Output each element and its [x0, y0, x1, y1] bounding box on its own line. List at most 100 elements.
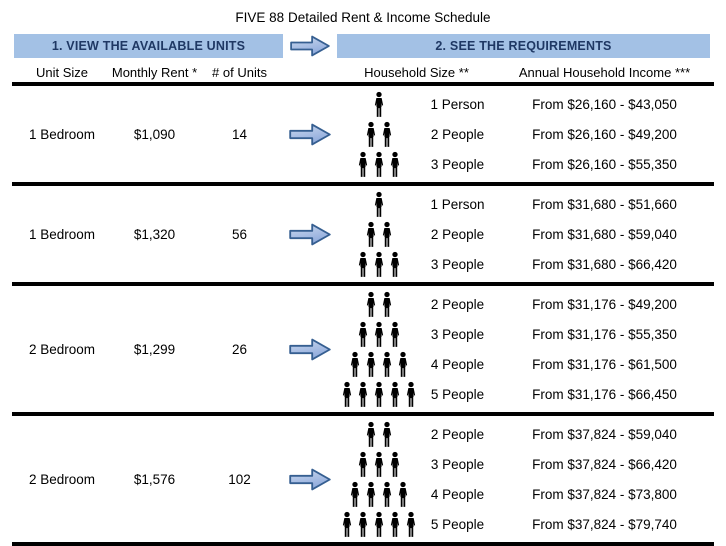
- person-icon: [356, 151, 370, 179]
- household-lines: 2 People From $31,176 - $49,200 3 People…: [338, 289, 714, 409]
- person-icon: [340, 511, 354, 539]
- household-line: 2 People From $31,680 - $59,040: [338, 219, 714, 249]
- person-icon: [388, 451, 402, 479]
- col-header-unit-size: Unit Size: [35, 65, 89, 80]
- monthly-rent-cell: $1,090: [133, 126, 176, 142]
- income-range: From $31,176 - $49,200: [532, 296, 677, 312]
- person-icons: [338, 379, 420, 409]
- table-row: 2 Bedroom $1,299 26 2 People From $31,17…: [12, 286, 714, 416]
- household-line: 1 Person From $31,680 - $51,660: [338, 189, 714, 219]
- income-range: From $31,176 - $61,500: [532, 356, 677, 372]
- unit-size-cell: 2 Bedroom: [28, 471, 96, 487]
- table-row: 1 Bedroom $1,320 56 1 Person From $31,68…: [12, 186, 714, 286]
- person-icons: [338, 419, 420, 449]
- monthly-rent-cell: $1,320: [133, 226, 176, 242]
- person-icon: [356, 451, 370, 479]
- person-icons: [338, 149, 420, 179]
- person-icon: [388, 511, 402, 539]
- person-icon: [380, 121, 394, 149]
- household-size-label: 5 People: [430, 386, 485, 402]
- household-line: 2 People From $31,176 - $49,200: [338, 289, 714, 319]
- unit-size-cell: 2 Bedroom: [28, 341, 96, 357]
- person-icon: [372, 91, 386, 119]
- person-icons: [338, 319, 420, 349]
- col-header-num-units: # of Units: [212, 65, 267, 80]
- table-body: 1 Bedroom $1,090 14 1 Person From $26,16…: [0, 86, 726, 546]
- person-icon: [388, 381, 402, 409]
- household-size-label: 2 People: [430, 296, 485, 312]
- monthly-rent-cell: $1,299: [133, 341, 176, 357]
- person-icon: [380, 421, 394, 449]
- income-range: From $31,680 - $51,660: [532, 196, 677, 212]
- step2-bar: 2. SEE THE REQUIREMENTS: [337, 34, 710, 58]
- household-lines: 1 Person From $31,680 - $51,660 2 People…: [338, 189, 714, 279]
- person-icon: [396, 481, 410, 509]
- steps-header: 1. VIEW THE AVAILABLE UNITS 2. SEE THE R…: [0, 34, 726, 58]
- person-icon: [364, 221, 378, 249]
- col-header-annual-income: Annual Household Income ***: [518, 65, 691, 80]
- income-range: From $31,680 - $66,420: [532, 256, 677, 272]
- household-line: 3 People From $26,160 - $55,350: [338, 149, 714, 179]
- person-icon: [380, 221, 394, 249]
- person-icons: [338, 479, 420, 509]
- step-arrow-wrap: [283, 34, 337, 58]
- income-range: From $37,824 - $66,420: [532, 456, 677, 472]
- person-icon: [372, 251, 386, 279]
- unit-size-cell: 1 Bedroom: [28, 126, 96, 142]
- person-icon: [356, 321, 370, 349]
- col-header-household-size: Household Size **: [364, 65, 469, 80]
- household-size-label: 4 People: [430, 486, 485, 502]
- person-icon: [348, 481, 362, 509]
- household-line: 5 People From $37,824 - $79,740: [338, 509, 714, 539]
- income-range: From $31,176 - $66,450: [532, 386, 677, 402]
- person-icon: [340, 381, 354, 409]
- household-lines: 1 Person From $26,160 - $43,050 2 People…: [338, 89, 714, 179]
- household-size-label: 2 People: [430, 226, 485, 242]
- right-arrow-icon: [289, 338, 331, 360]
- num-units-cell: 56: [231, 226, 248, 242]
- household-size-label: 2 People: [430, 426, 485, 442]
- table-row: 1 Bedroom $1,090 14 1 Person From $26,16…: [12, 86, 714, 186]
- person-icon: [372, 191, 386, 219]
- person-icons: [338, 509, 420, 539]
- person-icon: [356, 251, 370, 279]
- person-icon: [372, 511, 386, 539]
- person-icon: [364, 421, 378, 449]
- right-arrow-icon: [289, 223, 331, 245]
- household-line: 2 People From $26,160 - $49,200: [338, 119, 714, 149]
- household-line: 3 People From $31,176 - $55,350: [338, 319, 714, 349]
- person-icon: [388, 321, 402, 349]
- row-arrow-cell: [282, 419, 338, 539]
- household-line: 4 People From $37,824 - $73,800: [338, 479, 714, 509]
- right-arrow-icon: [289, 468, 331, 490]
- person-icons: [338, 289, 420, 319]
- person-icons: [338, 189, 420, 219]
- household-line: 2 People From $37,824 - $59,040: [338, 419, 714, 449]
- person-icon: [364, 121, 378, 149]
- person-icon: [388, 251, 402, 279]
- column-headers: Unit Size Monthly Rent * # of Units Hous…: [12, 63, 714, 86]
- row-arrow-cell: [282, 189, 338, 279]
- income-range: From $26,160 - $43,050: [532, 96, 677, 112]
- income-range: From $31,680 - $59,040: [532, 226, 677, 242]
- household-line: 3 People From $37,824 - $66,420: [338, 449, 714, 479]
- household-line: 5 People From $31,176 - $66,450: [338, 379, 714, 409]
- income-range: From $26,160 - $49,200: [532, 126, 677, 142]
- person-icons: [338, 449, 420, 479]
- person-icons: [338, 89, 420, 119]
- household-size-label: 3 People: [430, 256, 485, 272]
- person-icon: [364, 291, 378, 319]
- income-range: From $37,824 - $79,740: [532, 516, 677, 532]
- num-units-cell: 102: [228, 471, 251, 487]
- person-icon: [364, 481, 378, 509]
- person-icon: [380, 351, 394, 379]
- col-header-spacer: [282, 63, 338, 82]
- person-icon: [380, 291, 394, 319]
- num-units-cell: 26: [231, 341, 248, 357]
- household-size-label: 3 People: [430, 456, 485, 472]
- household-lines: 2 People From $37,824 - $59,040 3 People…: [338, 419, 714, 539]
- person-icon: [356, 511, 370, 539]
- row-arrow-cell: [282, 89, 338, 179]
- person-icons: [338, 349, 420, 379]
